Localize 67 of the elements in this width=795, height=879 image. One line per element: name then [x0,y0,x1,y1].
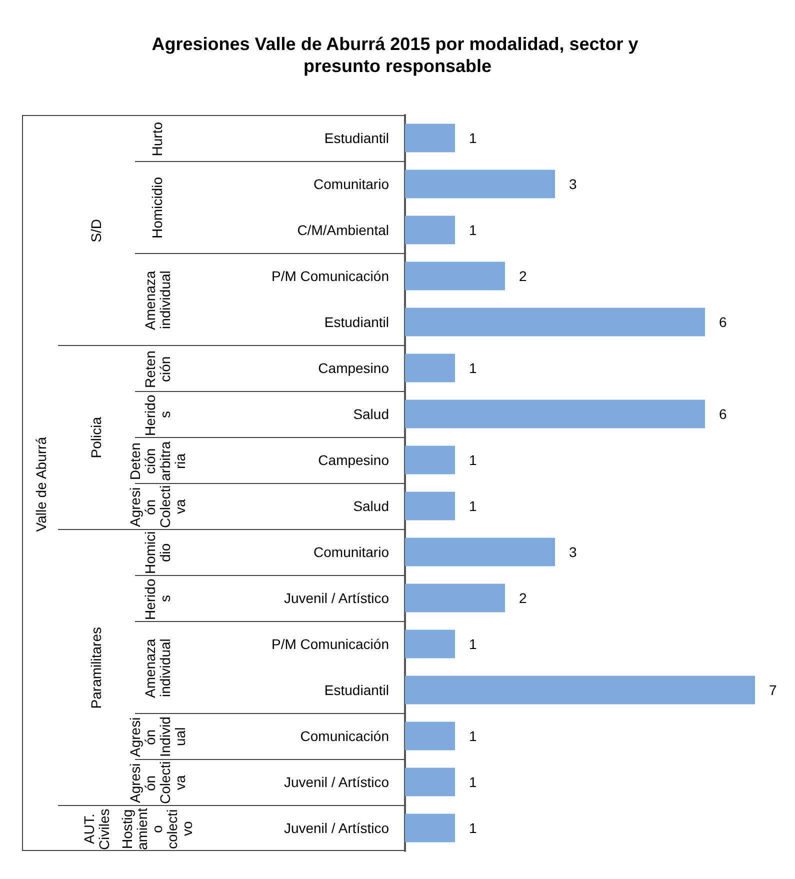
y-tick-label: Juvenil / Artístico [284,820,390,836]
data-label: 1 [469,360,477,376]
y-tick-label: P/M Comunicación [272,636,389,652]
y-tick-label: Juvenil / Artístico [284,774,390,790]
data-label: 1 [469,222,477,238]
data-label: 6 [719,406,727,422]
text: Hostigamiento colectivo [119,807,195,851]
data-label: 2 [519,590,527,606]
y-tick-label: Comunitario [314,544,390,560]
data-label: 1 [469,820,477,836]
y-tick-label: Campesino [318,452,390,468]
text: Valle de Aburrá [32,436,48,532]
text: Agresión Colectiva [126,761,188,805]
bar [405,262,505,290]
text: Heridos [142,577,172,621]
data-label: 1 [469,452,477,468]
text: Homicidio [142,531,172,575]
data-label: 7 [769,682,777,698]
text: S/D [88,219,104,243]
data-label: 1 [469,636,477,652]
data-label: 6 [719,314,727,330]
y-tick-label: Campesino [318,360,390,376]
y-tick-label: C/M/Ambiental [297,222,389,238]
bar [405,446,455,474]
text: Detención arbitraria [126,440,188,483]
bar [405,584,505,612]
bar [405,630,455,658]
data-label: 3 [569,176,577,192]
bar [405,676,755,704]
text: Agresión Colectiva [126,485,188,529]
data-label: 1 [469,498,477,514]
text: Policia [88,417,104,459]
chart-title: Agresiones Valle de Aburrá 2015 por modalidad, sector y presunto responsable [152,34,644,76]
y-tick-label: Salud [353,406,389,422]
data-label: 1 [469,728,477,744]
text: Agresión Individual [126,716,188,759]
bar [405,722,455,750]
text: Paramilitares [88,627,104,709]
data-label: 1 [469,130,477,146]
text: AUT. Civiles [80,807,112,851]
bar [405,308,705,336]
bar [405,768,455,796]
data-label: 3 [569,544,577,560]
bar [405,538,555,566]
data-label: 1 [469,774,477,790]
bar [405,492,455,520]
text: Retención [142,349,172,390]
data-label: 2 [519,268,527,284]
y-tick-label: Juvenil / Artístico [284,590,390,606]
y-tick-label: Salud [353,498,389,514]
text: Hurto [149,122,165,156]
y-tick-label: Estudiantil [324,130,389,146]
text: Homicidio [149,177,165,239]
bar [405,216,455,244]
bar [405,400,705,428]
y-tick-label: P/M Comunicación [272,268,389,284]
bar [405,814,455,842]
text: Amenaza individual [142,269,172,332]
text: Amenaza individual [142,637,172,700]
y-tick-label: Comunitario [314,176,390,192]
y-tick-label: Comunicación [300,728,389,744]
bar [405,170,555,198]
bar [405,354,455,382]
text: Heridos [142,393,172,437]
y-tick-label: Estudiantil [324,682,389,698]
bar [405,124,455,152]
y-tick-label: Estudiantil [324,314,389,330]
